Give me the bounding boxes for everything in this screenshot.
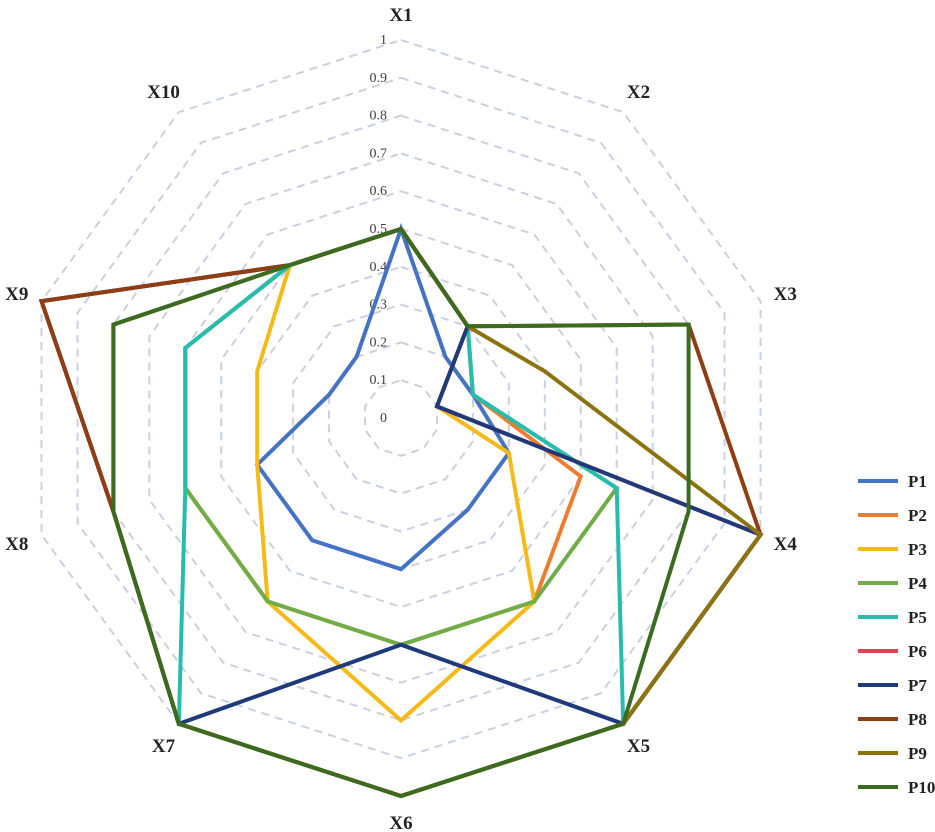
grid-ring bbox=[364, 379, 438, 457]
axis-label-x8: X8 bbox=[5, 534, 28, 555]
grid-ring bbox=[112, 114, 690, 722]
series-p2 bbox=[183, 226, 584, 647]
tick-labels: 00.10.20.30.40.50.60.70.80.91 bbox=[370, 33, 388, 426]
axis-label-x7: X7 bbox=[152, 736, 176, 757]
legend-label-p4: P4 bbox=[908, 574, 927, 593]
series-layer bbox=[38, 222, 764, 799]
tick-label: 0.1 bbox=[370, 373, 388, 388]
axis-label-x6: X6 bbox=[389, 813, 412, 832]
axis-label-x2: X2 bbox=[627, 82, 650, 103]
tick-label: 0.6 bbox=[370, 184, 388, 199]
tick-label: 0.4 bbox=[370, 260, 388, 275]
legend-label-p6: P6 bbox=[908, 642, 927, 661]
axis-label-x9: X9 bbox=[5, 284, 28, 305]
axis-label-x10: X10 bbox=[147, 82, 180, 103]
series-p10 bbox=[111, 226, 691, 799]
series-p4 bbox=[183, 226, 620, 647]
tick-label: 0.7 bbox=[370, 146, 388, 161]
legend-label-p9: P9 bbox=[908, 744, 927, 763]
grid-ring bbox=[292, 303, 510, 533]
tick-label: 1 bbox=[380, 33, 387, 48]
legend-label-p2: P2 bbox=[908, 506, 927, 525]
legend-label-p10: P10 bbox=[908, 778, 935, 797]
legend: P1 P2 P3 P4 P5 P6 P7 P8 P9 P10 bbox=[858, 472, 935, 797]
series-p1 bbox=[254, 222, 512, 572]
tick-label: 0.9 bbox=[370, 71, 388, 86]
axis-label-x1: X1 bbox=[389, 5, 412, 26]
legend-label-p5: P5 bbox=[908, 608, 927, 627]
grid-ring bbox=[76, 76, 726, 760]
grid-ring bbox=[220, 227, 582, 609]
axis-labels: X1 X2 X3 X4 X5 X6 X7 X8 X9 X10 bbox=[5, 5, 797, 832]
legend-label-p8: P8 bbox=[908, 710, 927, 729]
legend-label-p1: P1 bbox=[908, 472, 927, 491]
series-p5 bbox=[176, 226, 626, 799]
axis-label-x5: X5 bbox=[627, 736, 650, 757]
tick-label: 0.8 bbox=[370, 109, 388, 124]
tick-label: 0 bbox=[380, 411, 387, 426]
grid-ring bbox=[148, 152, 654, 684]
legend-label-p3: P3 bbox=[908, 540, 927, 559]
axis-label-x3: X3 bbox=[774, 284, 797, 305]
axis-label-x4: X4 bbox=[774, 534, 798, 555]
tick-label: 0.2 bbox=[370, 335, 388, 350]
legend-label-p7: P7 bbox=[908, 676, 927, 695]
